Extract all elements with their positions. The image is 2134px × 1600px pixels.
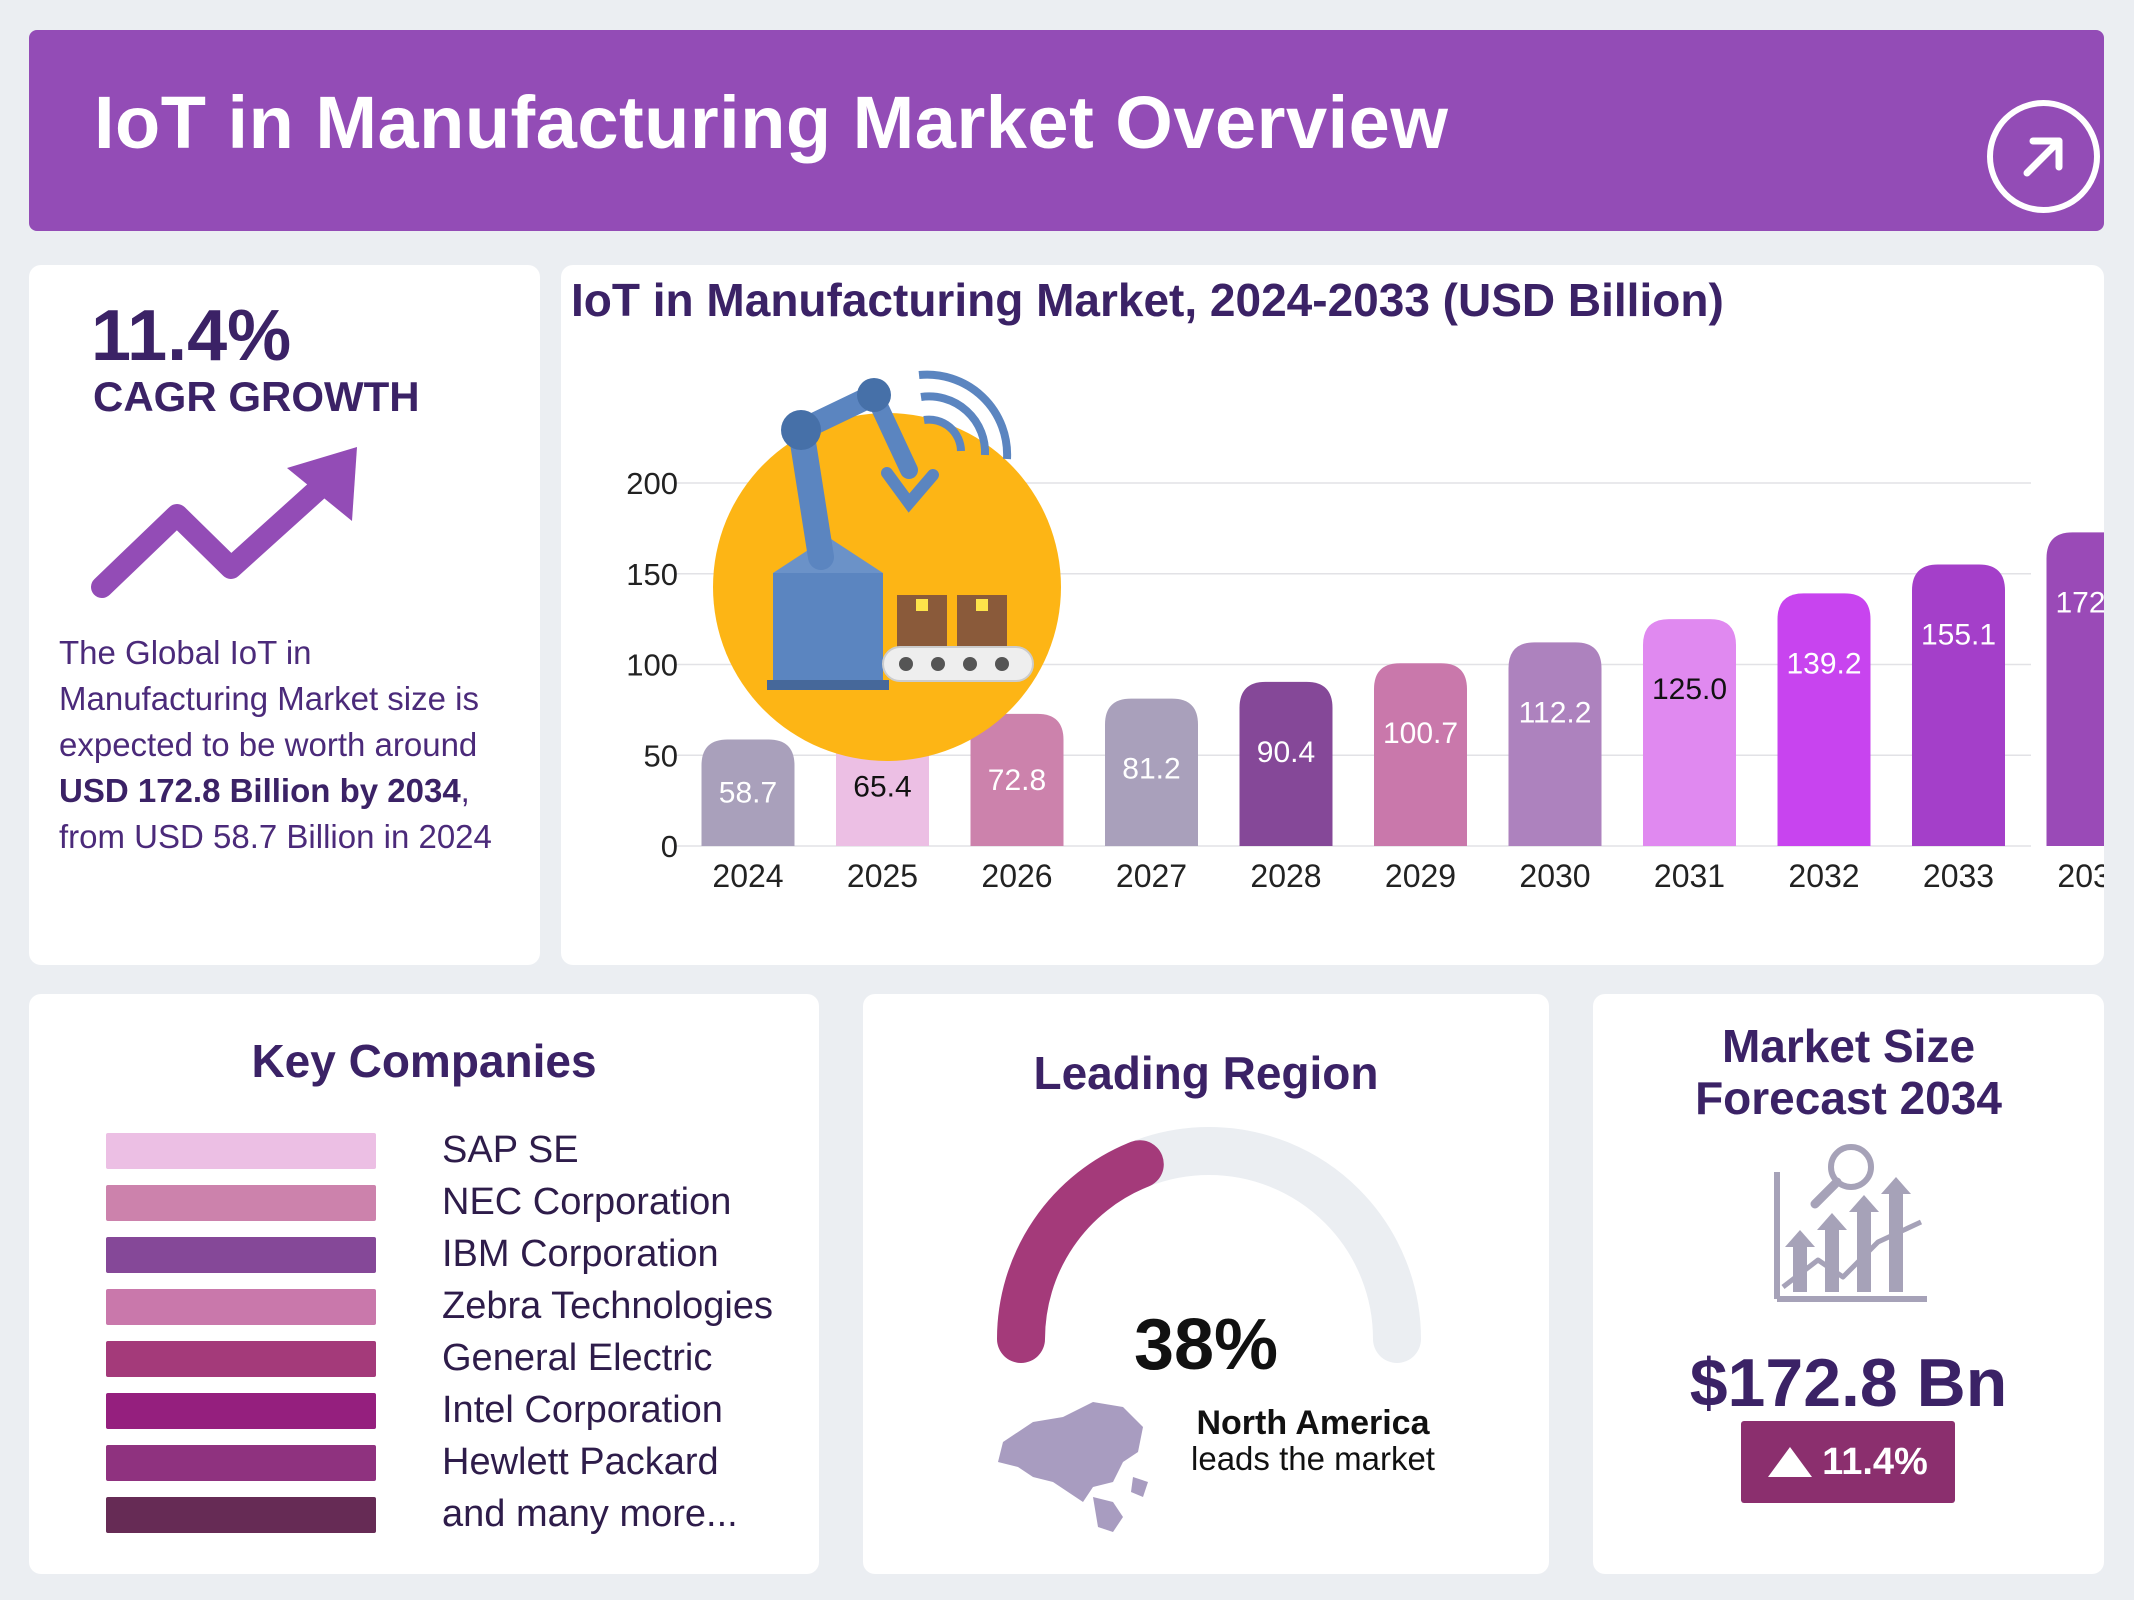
bar-value-label: 100.7 [1383, 717, 1458, 750]
company-item: SAP SE [106, 1129, 786, 1171]
forecast-title-line1: Market Size [1721, 1020, 1976, 1072]
company-item: NEC Corporation [106, 1181, 786, 1223]
chart-title: IoT in Manufacturing Market, 2024-2033 (… [571, 274, 1724, 326]
region-name: North America [1196, 1404, 1430, 1442]
gauge-fill [997, 1140, 1164, 1363]
bar-2029 [1374, 663, 1467, 846]
company-name: Hewlett Packard [442, 1441, 719, 1483]
company-name: NEC Corporation [442, 1181, 732, 1223]
company-name: SAP SE [442, 1129, 579, 1171]
company-name: General Electric [442, 1337, 713, 1379]
bar-2028 [1239, 681, 1333, 846]
company-name: IBM Corporation [442, 1233, 719, 1275]
x-tick-label: 2030 [1519, 858, 1590, 894]
region-subtitle: leads the market [1191, 1440, 1435, 1477]
bar-value-label: 172.8 [2055, 586, 2104, 619]
bar-value-label: 139.2 [1786, 647, 1861, 680]
header-banner: IoT in Manufacturing Market Overview [29, 30, 2104, 231]
bar-value-label: 155.1 [1921, 618, 1996, 651]
bar-2033 [1912, 564, 2005, 846]
bar-2024 [701, 739, 795, 846]
key-companies-card: Key Companies SAP SE NEC Corporation IBM… [29, 994, 819, 1574]
company-color-bar [106, 1133, 376, 1169]
cagr-card: 11.4% CAGR GROWTH The Global IoT in Manu… [29, 265, 540, 965]
growth-trend-icon [91, 447, 357, 598]
bar-value-label: 72.8 [988, 764, 1046, 797]
growth-badge-value: 11.4% [1822, 1440, 1928, 1483]
company-color-bar [106, 1393, 376, 1429]
x-tick-label: 2024 [712, 858, 783, 894]
bar-2030 [1508, 642, 1602, 846]
bar-value-label: 112.2 [1519, 696, 1592, 729]
company-color-bar [106, 1497, 376, 1533]
company-item: Intel Corporation [106, 1389, 786, 1431]
y-tick-label: 150 [626, 557, 678, 592]
bar-2027 [1105, 698, 1198, 846]
company-item: IBM Corporation [106, 1233, 786, 1275]
forecast-value: $172.8 Bn [1689, 1345, 2008, 1421]
bar-value-label: 65.4 [853, 771, 911, 804]
forecast-card: Market Size Forecast 2034 $172.8 Bn 11.4… [1593, 994, 2104, 1574]
y-tick-label: 50 [644, 738, 678, 773]
x-tick-label: 2032 [1788, 858, 1859, 894]
bar-value-label: 58.7 [719, 777, 777, 810]
cagr-text-part2: , from USD 58.7 Billion in 2024 [59, 772, 492, 855]
bar-2034 [2046, 532, 2104, 846]
x-tick-label: 2026 [981, 858, 1052, 894]
bar-2026 [970, 713, 1064, 846]
company-item: General Electric [106, 1337, 786, 1379]
chart-card: IoT in Manufacturing Market, 2024-2033 (… [561, 265, 2104, 965]
company-name: Zebra Technologies [442, 1285, 773, 1327]
cagr-label: CAGR GROWTH [93, 373, 420, 420]
y-tick-label: 100 [626, 648, 678, 683]
x-tick-label: 2025 [847, 858, 918, 894]
x-tick-label: 2033 [1923, 858, 1994, 894]
bar-value-label: 90.4 [1257, 736, 1315, 769]
x-tick-label: 2028 [1250, 858, 1321, 894]
leading-region-card: Leading Region 38% North America leads t… [863, 994, 1549, 1574]
cagr-value: 11.4% [91, 296, 292, 376]
company-color-bar [106, 1185, 376, 1221]
x-tick-label: 2031 [1654, 858, 1725, 894]
y-tick-label: 0 [661, 829, 678, 864]
forecast-title-line2: Forecast 2034 [1695, 1072, 2002, 1124]
x-tick-label: 2034 [2057, 858, 2104, 894]
company-name: Intel Corporation [442, 1389, 723, 1431]
x-tick-label: 2027 [1116, 858, 1187, 894]
bar-2031 [1643, 619, 1736, 846]
x-tick-label: 2029 [1385, 858, 1456, 894]
region-map-icon [998, 1402, 1148, 1532]
bar-value-label: 125.0 [1652, 673, 1727, 706]
bar-value-label: 81.2 [1122, 753, 1180, 786]
company-name: and many more... [442, 1493, 738, 1535]
y-tick-label: 200 [626, 466, 678, 501]
company-color-bar [106, 1445, 376, 1481]
company-color-bar [106, 1237, 376, 1273]
arrow-up-right-icon [2023, 137, 2063, 177]
company-item: Hewlett Packard [106, 1441, 786, 1483]
key-companies-title: Key Companies [251, 1035, 597, 1087]
cagr-text-highlight: USD 172.8 Billion by 2034 [59, 772, 461, 809]
triangle-up-icon [1768, 1447, 1813, 1477]
forecast-title: Market Size Forecast 2034 [1593, 1020, 2104, 1124]
growth-analysis-icon [1774, 1144, 1927, 1302]
company-item: and many more... [106, 1493, 786, 1535]
company-item: Zebra Technologies [106, 1285, 786, 1327]
growth-badge: 11.4% [1741, 1421, 1955, 1503]
open-external-button[interactable] [1987, 100, 2100, 213]
region-percent: 38% [1133, 1305, 1279, 1385]
company-color-bar [106, 1341, 376, 1377]
bar-chart: 0 50 100 150 200 58.7 2024 65.4 2025 72.8 2026 81.2… [626, 370, 2104, 894]
page-title: IoT in Manufacturing Market Overview [94, 81, 1449, 164]
cagr-text-part1: The Global IoT in Manufacturing Market s… [59, 634, 479, 763]
region-gauge [997, 1127, 1421, 1363]
robot-arm-illustration [713, 370, 1061, 761]
leading-region-title: Leading Region [1033, 1047, 1379, 1099]
cagr-description: The Global IoT in Manufacturing Market s… [59, 630, 519, 860]
bar-2032 [1777, 593, 1871, 846]
company-color-bar [106, 1289, 376, 1325]
